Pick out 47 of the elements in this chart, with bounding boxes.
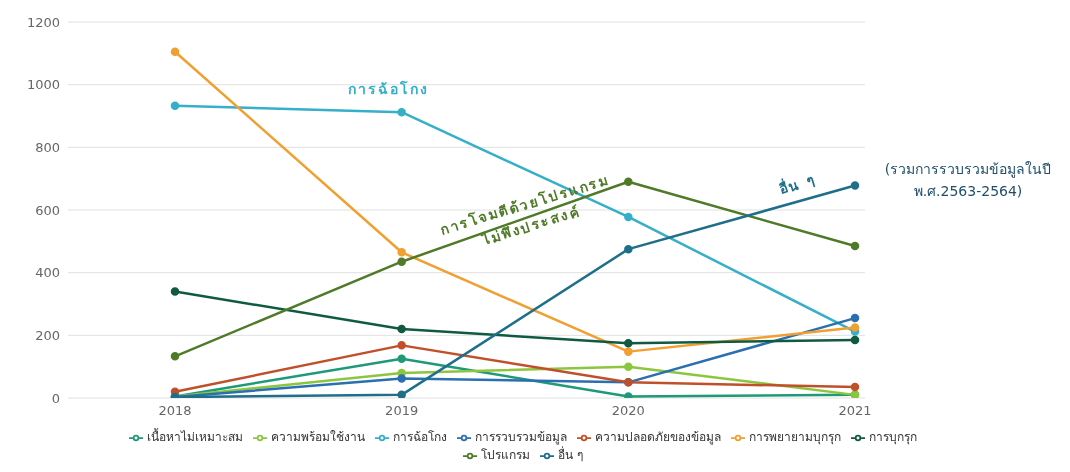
point bbox=[170, 287, 180, 296]
point bbox=[624, 212, 633, 222]
point bbox=[397, 324, 406, 334]
text: (รวมการรวบรวมข้อมูลในปี พ.ศ.2563-2564) bbox=[883, 160, 1053, 201]
x-tick-label: 2019 bbox=[385, 403, 419, 419]
point bbox=[850, 241, 860, 251]
point bbox=[850, 181, 860, 190]
legend-label: ความปลอดภัยของข้อมูล bbox=[595, 430, 721, 444]
x-tick-label: 2020 bbox=[611, 403, 645, 419]
y-tick-label: 1200 bbox=[26, 14, 60, 30]
point bbox=[624, 347, 633, 356]
point bbox=[850, 313, 860, 323]
point bbox=[397, 390, 406, 398]
point bbox=[397, 107, 406, 117]
point bbox=[850, 323, 860, 332]
y-tick-label: 800 bbox=[35, 139, 60, 155]
point bbox=[397, 354, 406, 364]
legend-label: อื่น ๆ bbox=[558, 448, 583, 462]
point bbox=[397, 374, 406, 383]
point bbox=[397, 248, 406, 257]
y-tick-label: 200 bbox=[35, 327, 60, 343]
point bbox=[624, 244, 633, 254]
annotation: อื่น ๆ bbox=[776, 169, 820, 200]
point bbox=[397, 257, 406, 266]
point bbox=[397, 341, 406, 350]
point bbox=[624, 362, 633, 371]
legend-label: การรวบรวมข้อมูล bbox=[475, 430, 567, 444]
x-tick-label: 2021 bbox=[838, 403, 872, 419]
point bbox=[850, 382, 860, 392]
legend-label: การบุกรุก bbox=[869, 430, 917, 444]
legend-label: การฉ้อโกง bbox=[393, 430, 447, 444]
legend-label: ความพร้อมใช้งาน bbox=[271, 430, 365, 444]
point bbox=[170, 352, 180, 361]
y-tick-label: 0 bbox=[51, 390, 60, 406]
point bbox=[850, 335, 860, 345]
point bbox=[170, 47, 180, 57]
legend-label: โปรแกรม bbox=[481, 448, 531, 462]
point bbox=[624, 177, 633, 187]
legend-label: เนื้อหาไม่เหมาะสม bbox=[147, 430, 243, 444]
legend-label: การพยายามบุกรุก bbox=[749, 430, 841, 444]
point bbox=[170, 101, 180, 110]
annotation: การฉ้อโกง bbox=[346, 79, 430, 99]
point bbox=[624, 338, 633, 348]
y-tick-label: 1000 bbox=[26, 77, 60, 93]
y-tick-label: 400 bbox=[35, 265, 60, 281]
y-tick-label: 600 bbox=[35, 202, 60, 218]
x-tick-label: 2018 bbox=[158, 403, 192, 419]
